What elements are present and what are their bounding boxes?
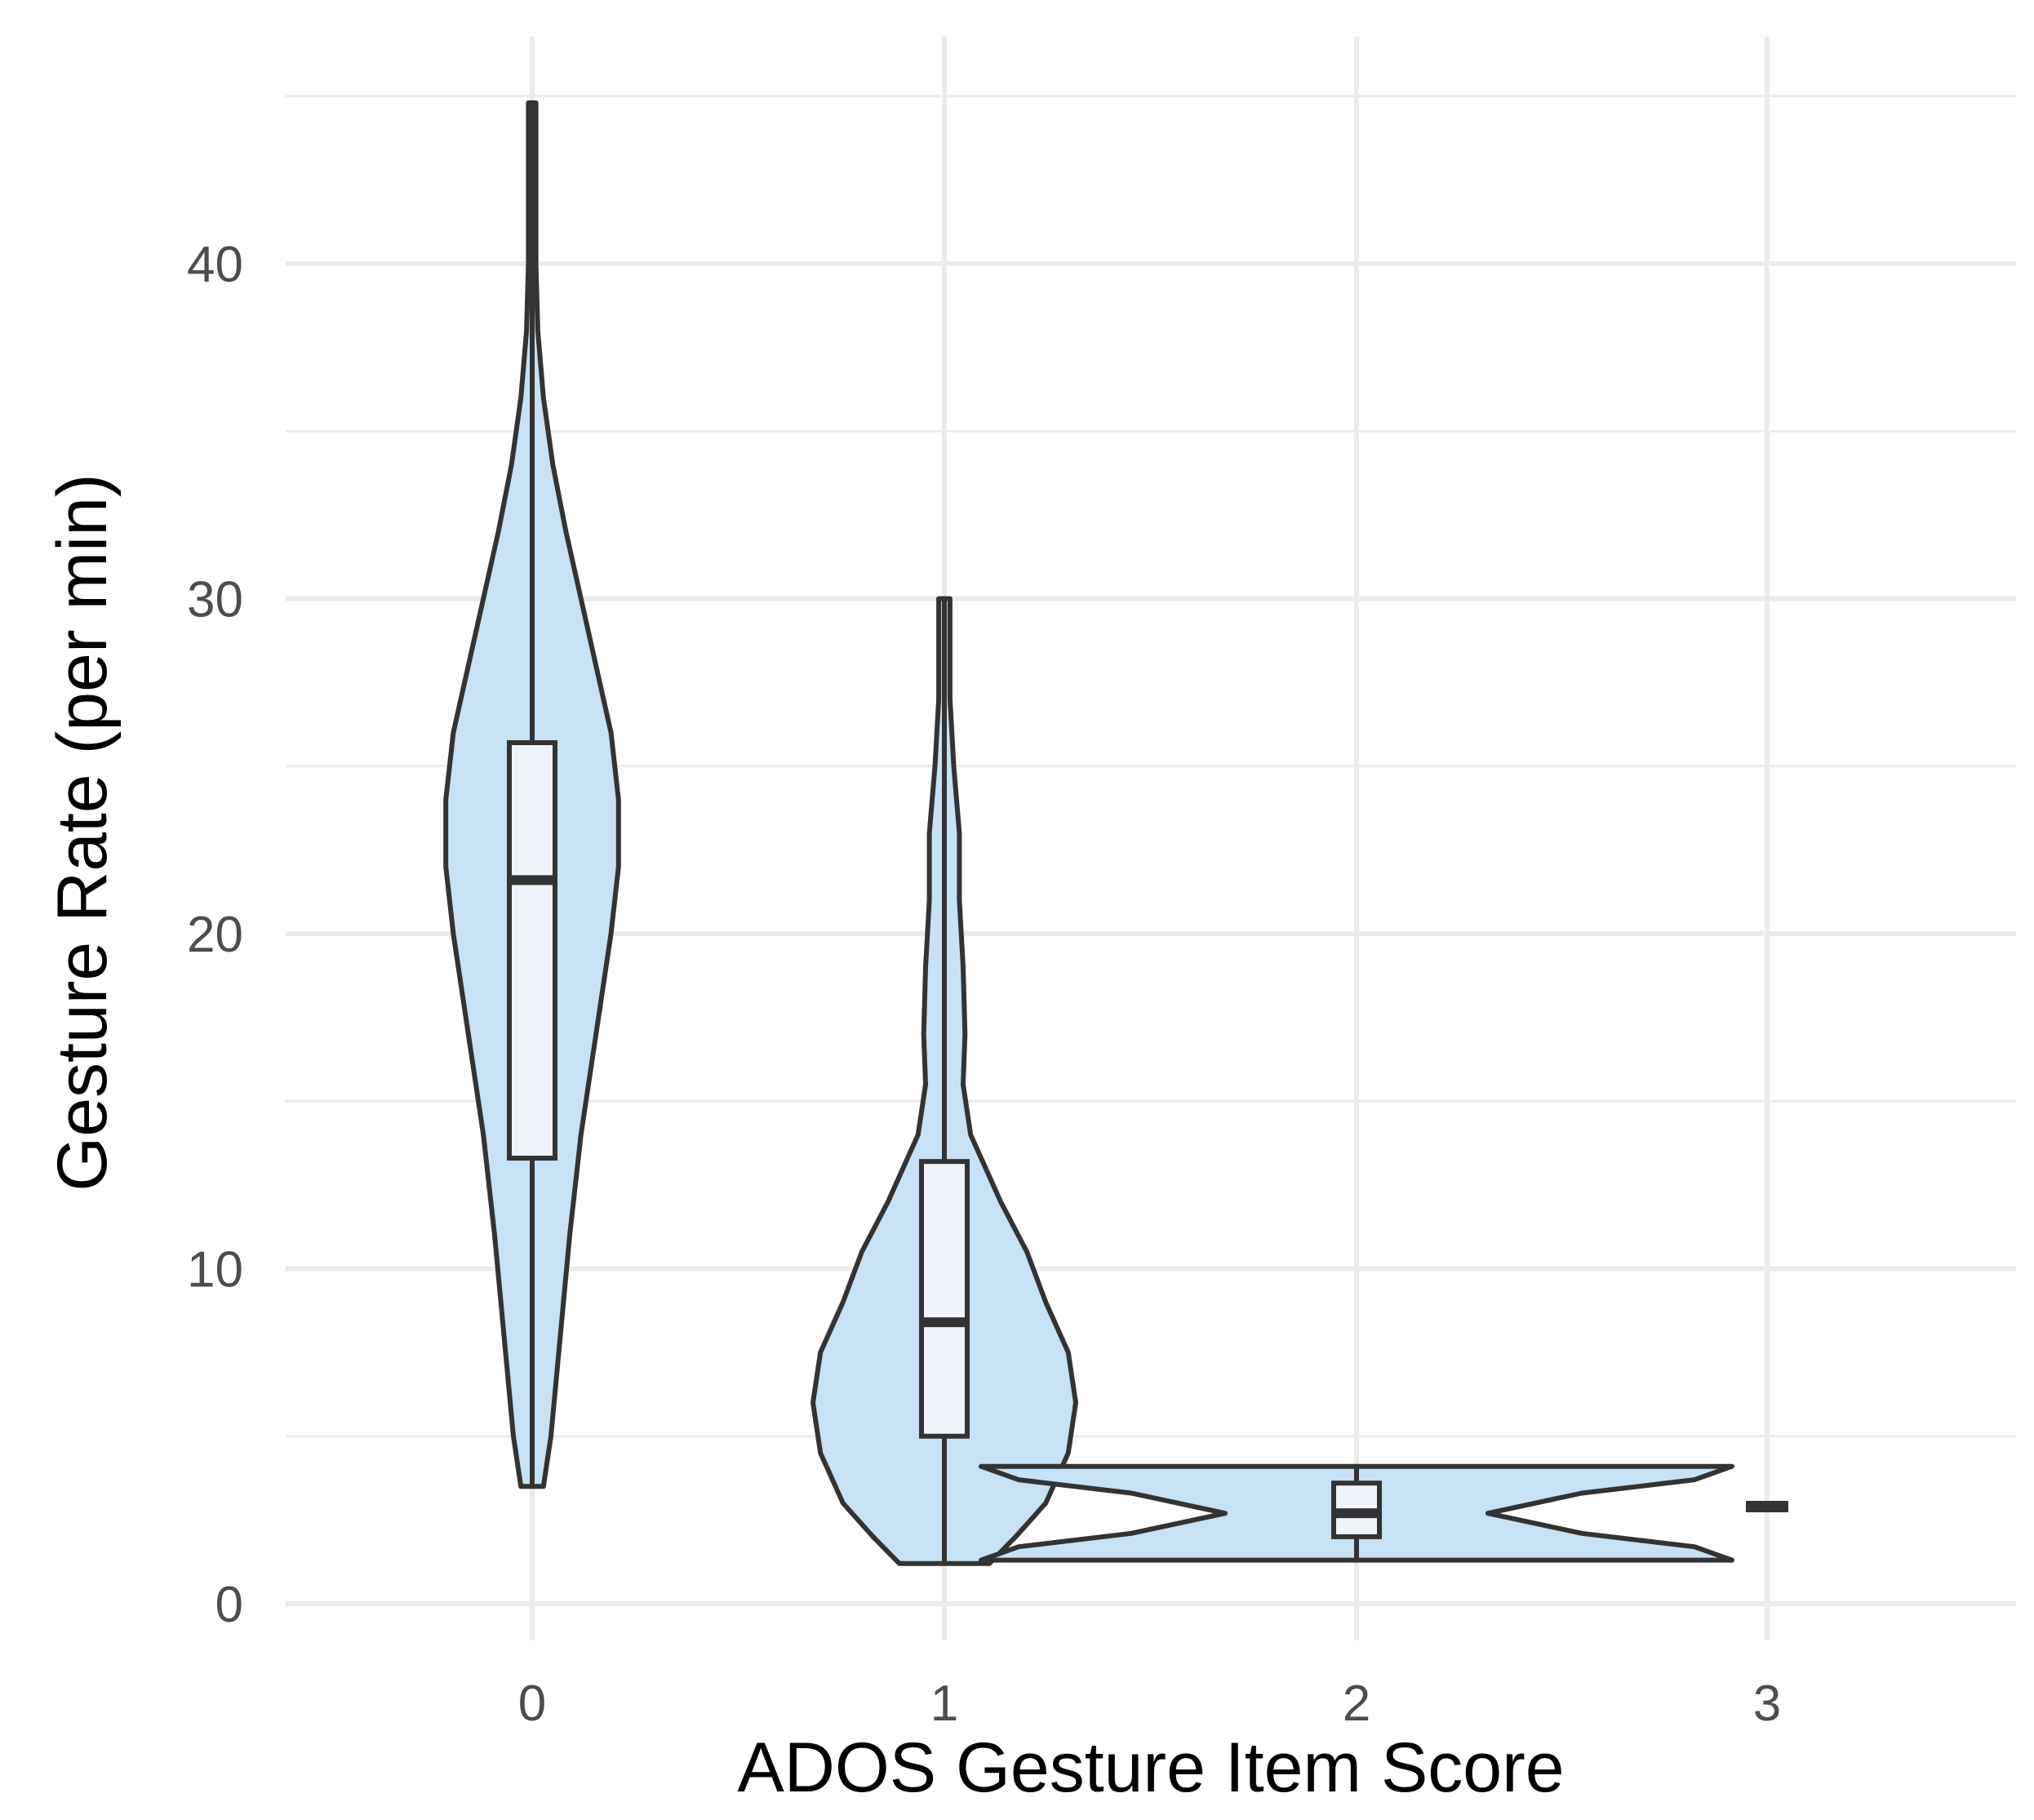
y-tick-label: 0 [215, 1577, 243, 1633]
x-tick-label: 2 [1343, 1676, 1370, 1732]
iqr-box [919, 1159, 970, 1439]
boxplot-1 [919, 598, 970, 1564]
x-tick-label: 3 [1753, 1676, 1781, 1732]
x-tick-label: 0 [518, 1676, 546, 1732]
x-axis-title: ADOS Gesture Item Score [737, 1729, 1564, 1807]
iqr-box [507, 740, 557, 1161]
x-tick-label: 1 [930, 1676, 958, 1732]
y-tick-label: 30 [187, 572, 243, 628]
y-tick-label: 10 [187, 1242, 243, 1298]
y-tick-label: 20 [187, 907, 243, 963]
boxplot-layer [507, 102, 1788, 1564]
x-tick-labels: 0 1 2 3 [518, 1676, 1781, 1732]
y-tick-label: 40 [187, 237, 243, 293]
y-tick-labels: 0 10 20 30 40 [187, 237, 243, 1633]
y-axis-title: Gesture Rate (per min) [43, 473, 122, 1191]
boxplot-0 [507, 102, 557, 1487]
violin-layer [443, 100, 1734, 1566]
boxplot-2 [1331, 1466, 1382, 1560]
